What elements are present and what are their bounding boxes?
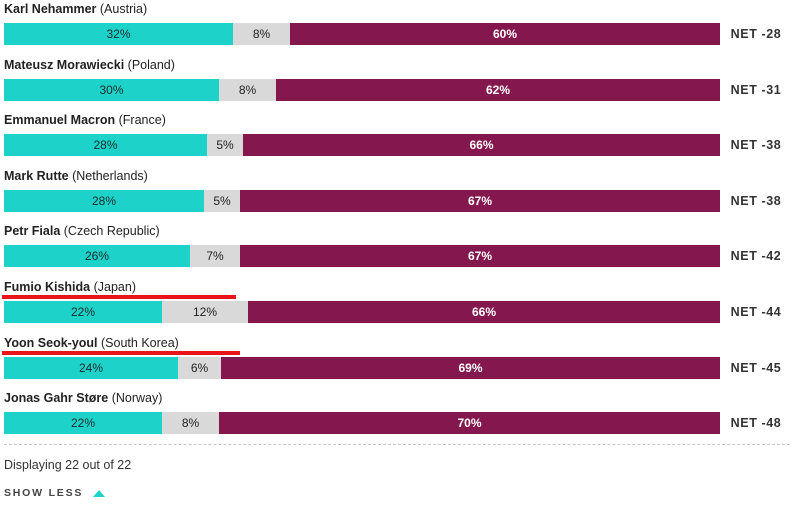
approval-bar: 28% 5% 67% xyxy=(4,189,720,212)
approval-bar: 24% 6% 69% xyxy=(4,356,720,379)
net-label: NET -42 xyxy=(730,249,782,264)
leader-name-text: Petr Fiala xyxy=(4,224,61,239)
leader-name: Karl Nehammer (Austria) xyxy=(4,1,147,17)
leader-name-text: Fumio Kishida xyxy=(4,280,91,294)
approve-segment: 28% xyxy=(4,134,207,157)
net-label: NET -38 xyxy=(730,138,782,153)
leader-name-text: Yoon Seok-youl xyxy=(4,335,98,350)
leader-name-text: Mateusz Morawiecki xyxy=(4,57,125,72)
approve-segment: 26% xyxy=(4,245,190,268)
leader-country: (Austria) xyxy=(99,2,148,16)
unsure-segment: 8% xyxy=(219,78,276,101)
highlight-underline xyxy=(2,295,236,299)
leader-name-text: Mark Rutte xyxy=(4,168,69,183)
unsure-segment: 5% xyxy=(204,189,240,212)
disapprove-segment: 60% xyxy=(290,23,720,45)
highlight-underline xyxy=(2,350,240,355)
leader-country: (Japan) xyxy=(93,280,136,294)
approval-bar: 32% 8% 60% xyxy=(4,23,720,45)
show-less-label: SHOW LESS xyxy=(4,487,84,499)
leader-country: (Czech Republic) xyxy=(63,224,160,239)
leader-country: (France) xyxy=(118,113,166,128)
approve-segment: 30% xyxy=(4,78,219,101)
display-count: Displaying 22 out of 22 xyxy=(4,458,132,472)
unsure-segment: 7% xyxy=(190,245,240,268)
show-less-button[interactable]: SHOW LESS xyxy=(4,486,106,500)
divider xyxy=(4,444,790,445)
leader-name: Yoon Seok-youl (South Korea) xyxy=(4,335,179,351)
unsure-segment: 6% xyxy=(178,356,221,379)
approval-chart: Karl Nehammer (Austria) 32% 8% 60% NET -28 Ma… xyxy=(2,1,782,435)
leader-name: Fumio Kishida (Japan) xyxy=(4,279,136,295)
disapprove-segment: 66% xyxy=(243,134,720,157)
unsure-segment: 5% xyxy=(207,134,243,157)
approval-bar: 26% 7% 67% xyxy=(4,245,720,268)
approval-bar: 28% 5% 66% xyxy=(4,134,720,157)
net-label: NET -44 xyxy=(730,305,782,319)
unsure-segment: 8% xyxy=(233,23,290,45)
leader-name: Emmanuel Macron (France) xyxy=(4,112,166,128)
approval-bar: 22% 12% 66% xyxy=(4,301,720,323)
leader-country: (South Korea) xyxy=(101,335,179,350)
disapprove-segment: 67% xyxy=(240,245,720,268)
unsure-segment: 8% xyxy=(162,412,219,435)
leader-name: Mark Rutte (Netherlands) xyxy=(4,168,148,184)
disapprove-segment: 69% xyxy=(221,356,720,379)
leader-country: (Poland) xyxy=(127,57,175,72)
approve-segment: 24% xyxy=(4,356,178,379)
approve-segment: 22% xyxy=(4,301,162,323)
disapprove-segment: 62% xyxy=(276,78,720,101)
approval-bar: 22% 8% 70% xyxy=(4,412,720,435)
leader-country: (Netherlands) xyxy=(72,168,148,183)
leader-country: (Norway) xyxy=(111,391,163,406)
net-label: NET -28 xyxy=(730,27,782,41)
disapprove-segment: 70% xyxy=(219,412,720,435)
leader-name-text: Jonas Gahr Støre xyxy=(4,391,109,406)
approve-segment: 32% xyxy=(4,23,233,45)
up-caret-icon xyxy=(93,489,106,497)
unsure-segment: 12% xyxy=(162,301,248,323)
approve-segment: 22% xyxy=(4,412,162,435)
disapprove-segment: 67% xyxy=(240,189,720,212)
net-label: NET -45 xyxy=(730,360,782,375)
approve-segment: 28% xyxy=(4,189,204,212)
leader-name-text: Karl Nehammer xyxy=(4,2,97,16)
net-label: NET -38 xyxy=(730,193,782,208)
leader-name: Petr Fiala (Czech Republic) xyxy=(4,223,160,239)
disapprove-segment: 66% xyxy=(248,301,720,323)
leader-name: Jonas Gahr Støre (Norway) xyxy=(4,390,162,406)
approval-bar: 30% 8% 62% xyxy=(4,78,720,101)
leader-name: Mateusz Morawiecki (Poland) xyxy=(4,57,175,73)
leader-name-text: Emmanuel Macron xyxy=(4,113,116,128)
net-label: NET -31 xyxy=(730,82,782,97)
net-label: NET -48 xyxy=(730,416,782,431)
